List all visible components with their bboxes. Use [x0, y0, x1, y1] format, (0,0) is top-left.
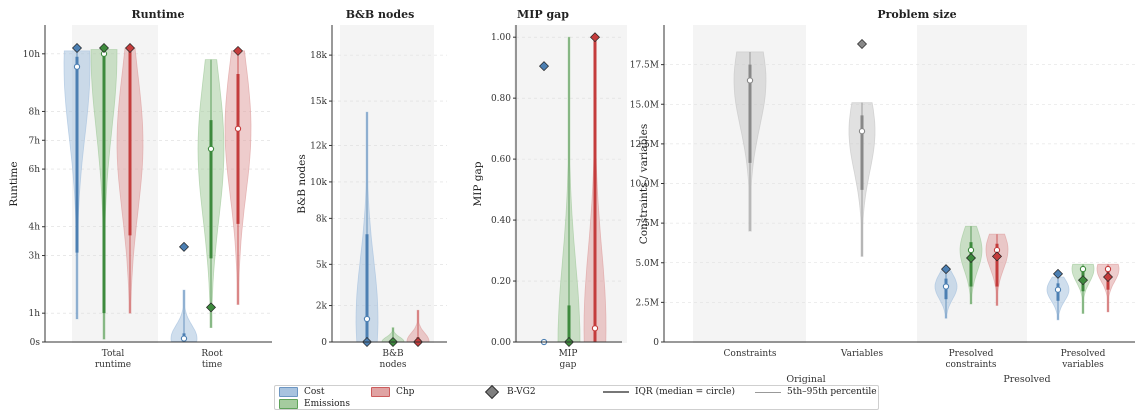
size-ytick-label: 17.5M — [630, 61, 659, 71]
mip-ytick-label: 0.80 — [491, 94, 511, 104]
bnb-ytick-label: 10k — [310, 178, 327, 188]
size-ytick-label: 2.5M — [635, 298, 659, 308]
cat-mip-gap: MIP gap — [559, 349, 578, 370]
legend-label-iqr: IQR (median = circle) — [635, 387, 735, 397]
iqr-line-icon — [603, 391, 629, 393]
legend-label-pct: 5th–95th percentile — [787, 387, 877, 397]
diamond-icon — [484, 384, 500, 400]
mip-ylabel: MIP gap — [472, 161, 484, 206]
legend-item-cost: Cost — [279, 387, 325, 397]
cat-bnb-nodes: B&B nodes — [380, 349, 407, 370]
legend-label-emissions: Emissions — [304, 399, 350, 409]
size-chp-median — [1104, 265, 1112, 273]
runtime-title: Runtime — [131, 8, 184, 21]
runtime-chp-median — [234, 125, 242, 132]
legend-label-cost: Cost — [304, 387, 325, 397]
size-cost-bvg2 — [1053, 268, 1063, 279]
mip-ytick-label: 0.20 — [491, 277, 511, 287]
runtime-chp-bvg2 — [125, 43, 135, 54]
bnb-shade — [340, 25, 434, 343]
runtime-cost-median — [180, 335, 188, 342]
size-chp-bvg2 — [992, 251, 1002, 262]
runtime-emissions-median — [207, 145, 215, 153]
size-cost-median — [1054, 286, 1062, 293]
size-emissions-median — [967, 246, 975, 254]
size-ytick-label: 15.0M — [630, 100, 659, 110]
bnb-ytick-label: 15k — [310, 97, 327, 107]
size-ylabel: Constraints / variables — [638, 124, 650, 244]
mip-title: MIP gap — [517, 8, 569, 21]
runtime-ytick-label: 1h — [28, 309, 40, 319]
runtime-ytick-label: 10h — [23, 50, 40, 60]
cat-total-runtime: Total runtime — [95, 349, 131, 370]
mip-ytick-label: 0.60 — [491, 155, 511, 165]
mip-ytick-label: 0.40 — [491, 216, 511, 226]
mip-chp-median — [591, 325, 599, 332]
bnb-ylabel: B&B nodes — [296, 154, 308, 214]
cat-variables: Variables — [840, 349, 884, 359]
size-emissions-bvg2 — [1078, 275, 1088, 286]
bnb-ytick-label: 5k — [316, 260, 328, 270]
size-cost-bvg2 — [941, 264, 951, 275]
legend-item-bvg2: B-VG2 — [481, 384, 536, 400]
cat-root-time: Root time — [201, 349, 223, 370]
bnb-ytick-label: 12k — [310, 141, 327, 151]
size-variables-bvg2 — [857, 39, 867, 50]
runtime-ytick-label: 3h — [28, 252, 40, 262]
size-ytick-label: 7.5M — [635, 219, 659, 229]
runtime-chp-bvg2 — [233, 45, 243, 56]
group-presolved: Presolved — [1003, 374, 1050, 385]
legend-item-chp: Chp — [371, 387, 414, 397]
size-ytick-label: 12.5M — [630, 140, 659, 150]
legend-swatch-emissions — [279, 399, 298, 409]
runtime-ytick-label: 0s — [30, 338, 41, 348]
legend-item-pct: 5th–95th percentile — [755, 387, 877, 397]
bnb-ytick-label: 18k — [310, 51, 327, 61]
runtime-ytick-label: 7h — [28, 136, 40, 146]
size-constraints-median — [746, 77, 754, 84]
size-cost-median — [942, 283, 950, 290]
runtime-cost-bvg2 — [72, 43, 82, 54]
cat-presolved-constraints: Presolved constraints — [945, 349, 996, 370]
runtime-ytick-label: 8h — [28, 107, 40, 117]
runtime-cost-median — [73, 63, 81, 70]
mip-ytick-label: 0.00 — [491, 338, 511, 348]
pct-line-icon — [755, 391, 781, 393]
size-chp-bvg2 — [1103, 272, 1113, 283]
mip-cost-bvg2 — [539, 61, 549, 72]
legend-item-emissions: Emissions — [279, 399, 350, 409]
bnb-title: B&B nodes — [346, 8, 415, 21]
legend-swatch-cost — [279, 387, 298, 397]
bnb-ytick-label: 0 — [321, 338, 327, 348]
bnb-cost-median — [363, 315, 371, 323]
size-ytick-label: 10.0M — [630, 180, 659, 190]
legend: Cost Emissions Chp B-VG2 IQR (median = c… — [274, 384, 879, 410]
legend-item-iqr: IQR (median = circle) — [603, 387, 735, 397]
group-original: Original — [786, 374, 825, 385]
runtime-ylabel: Runtime — [8, 161, 20, 206]
mip-chp-bvg2 — [590, 32, 600, 43]
legend-label-chp: Chp — [396, 387, 415, 397]
legend-label-bvg2: B-VG2 — [507, 387, 536, 397]
runtime-ytick-label: 6h — [28, 165, 40, 175]
size-emissions-bvg2 — [966, 253, 976, 263]
size-emissions-median — [1079, 265, 1087, 273]
size-variables-median — [858, 128, 866, 135]
mip-ytick-label: 1.00 — [491, 33, 511, 43]
cat-presolved-variables: Presolved variables — [1061, 349, 1106, 370]
runtime-emissions-bvg2 — [99, 43, 109, 54]
legend-swatch-chp — [371, 387, 390, 397]
cat-constraints: Constraints — [724, 349, 777, 359]
runtime-cost-bvg2 — [179, 241, 189, 252]
size-title: Problem size — [877, 8, 956, 21]
bnb-ytick-label: 2k — [316, 302, 328, 312]
size-ytick-label: 0 — [653, 338, 659, 348]
runtime-emissions-bvg2 — [206, 302, 216, 313]
size-ytick-label: 5.0M — [635, 259, 659, 269]
bnb-ytick-label: 8k — [316, 214, 328, 224]
runtime-ytick-label: 4h — [28, 223, 40, 233]
